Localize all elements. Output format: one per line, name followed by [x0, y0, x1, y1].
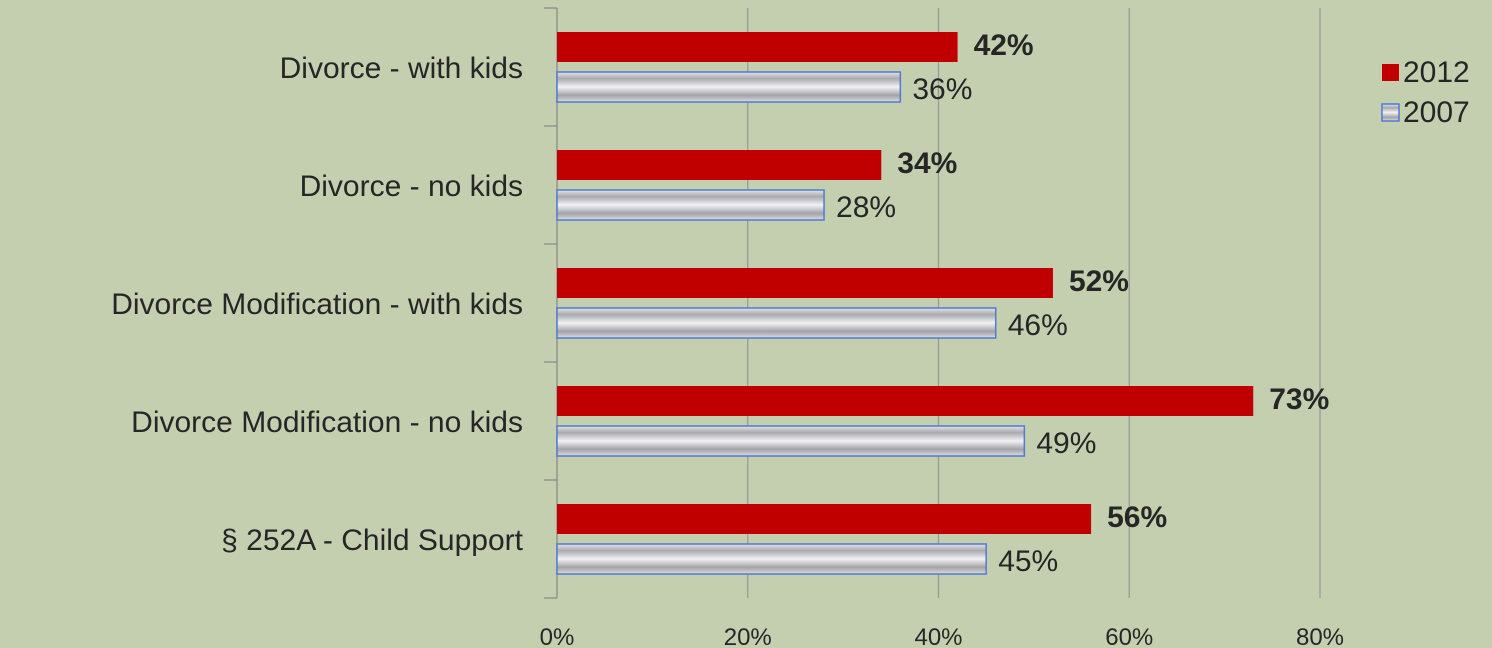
data-label-2007: 28% — [836, 191, 896, 224]
category-label: § 252A - Child Support — [221, 524, 524, 557]
bar-2012 — [557, 32, 958, 62]
x-tick-label: 20% — [724, 624, 772, 648]
category-label: Divorce Modification - no kids — [131, 406, 523, 439]
bar-2007 — [556, 71, 902, 103]
bar-2007 — [556, 307, 997, 339]
bar-2012 — [557, 150, 882, 180]
bar-2012 — [557, 504, 1092, 534]
labels-layer: 0% 20% 40% 60% 80% Divorce - with kids 42%36% D… — [111, 29, 1344, 648]
data-label-2012: 73% — [1269, 383, 1329, 416]
category-label: Divorce - no kids — [300, 170, 523, 203]
legend-swatch-2012 — [1382, 64, 1399, 81]
data-label-2012: 42% — [974, 29, 1034, 62]
x-tick-label: 40% — [914, 624, 962, 648]
legend: 2012 2007 — [1381, 56, 1470, 129]
legend-label-2007: 2007 — [1403, 96, 1470, 129]
legend-label-2012: 2012 — [1403, 56, 1470, 89]
grid-layer — [544, 7, 1321, 599]
data-label-2007: 45% — [998, 545, 1058, 578]
bars-layer — [556, 32, 1254, 575]
category-label: Divorce - with kids — [280, 52, 523, 85]
data-label-2007: 36% — [912, 73, 972, 106]
category-label: Divorce Modification - with kids — [111, 288, 523, 321]
bar-2007 — [556, 189, 825, 221]
legend-swatch-2007 — [1381, 103, 1400, 122]
data-label-2012: 56% — [1107, 501, 1167, 534]
data-label-2012: 34% — [897, 147, 957, 180]
data-label-2007: 46% — [1008, 309, 1068, 342]
bar-2012 — [557, 386, 1254, 416]
bar-2007 — [556, 425, 1026, 457]
data-label-2012: 52% — [1069, 265, 1129, 298]
x-tick-label: 80% — [1296, 624, 1344, 648]
data-label-2007: 49% — [1036, 427, 1096, 460]
x-tick-label: 0% — [540, 624, 575, 648]
bar-2007 — [556, 543, 987, 575]
x-tick-label: 60% — [1105, 624, 1153, 648]
bar-2012 — [557, 268, 1053, 298]
